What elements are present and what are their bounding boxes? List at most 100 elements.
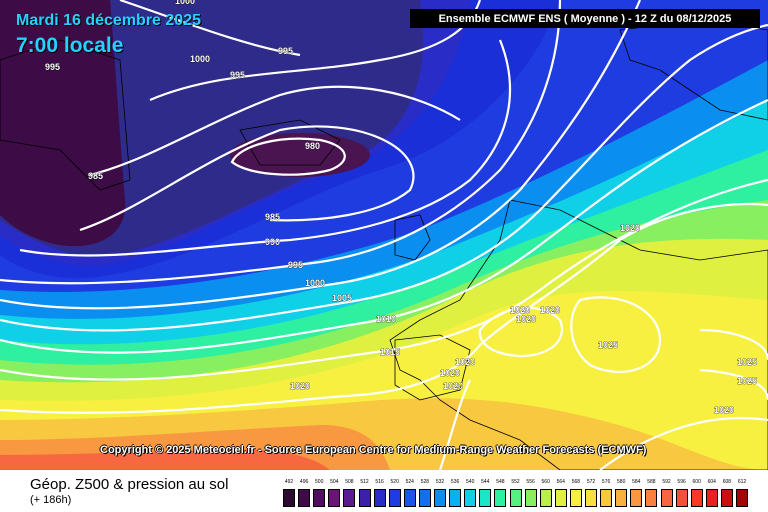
isobar-label: 1000 — [305, 278, 325, 288]
legend-swatch — [660, 489, 673, 507]
legend-label: 592 — [662, 479, 671, 485]
legend-label: 596 — [677, 479, 686, 485]
band-500 — [0, 0, 126, 247]
legend-swatch — [313, 489, 326, 507]
legend-label: 548 — [496, 479, 505, 485]
isobar-label: 1025 — [598, 340, 618, 350]
legend-swatch — [675, 489, 688, 507]
footer-bar: Géop. Z500 & pression au sol (+ 186h) 49… — [0, 470, 768, 512]
map-title: Géop. Z500 & pression au sol — [30, 476, 229, 493]
legend-swatch — [343, 489, 356, 507]
isobar-label: 1015 — [380, 347, 400, 357]
legend-label: 572 — [586, 479, 596, 485]
isobar-1020-med — [438, 379, 471, 470]
legend-swatch — [645, 489, 658, 507]
isobar-label: 995 — [230, 70, 245, 80]
isobar-990 — [19, 39, 512, 257]
legend-label: 556 — [526, 479, 535, 485]
legend-swatch — [585, 489, 597, 507]
legend-swatch — [690, 489, 703, 507]
isobar-label: 1020 — [443, 381, 463, 391]
legend-label: 508 — [345, 479, 354, 485]
isobar-labels: 1000 995 995 1000 995 980 985 985 990 99… — [45, 0, 758, 415]
legend-label: 524 — [405, 479, 414, 485]
isobar-1010 — [0, 99, 768, 354]
british-isles-coast — [394, 214, 431, 261]
legend-label: 576 — [601, 479, 611, 485]
isobar-label: 1025 — [737, 357, 757, 367]
legend-label: 588 — [647, 479, 656, 485]
isobar-995 — [0, 0, 562, 285]
weather-map: 1000 995 995 1000 995 980 985 985 990 99… — [0, 0, 768, 470]
legend-label: 544 — [481, 479, 490, 485]
isobar-label: 1020 — [290, 381, 310, 391]
legend-swatch — [388, 489, 401, 507]
legend-swatch — [358, 489, 371, 507]
legend-swatch — [328, 489, 341, 507]
legend-swatch — [569, 489, 582, 507]
legend-label: 584 — [632, 479, 641, 485]
legend-label: 580 — [617, 479, 626, 485]
legend-swatch — [720, 489, 733, 507]
isobar-label: 980 — [305, 141, 320, 151]
legend-swatch — [434, 489, 446, 507]
copyright-notice: Copyright © 2025 Meteociel.fr - Source E… — [100, 444, 647, 456]
legend-label: 532 — [435, 479, 445, 485]
isobar-label: 1020 — [620, 223, 640, 233]
isobar-label: 1020 — [714, 405, 734, 415]
legend-swatch — [554, 489, 567, 507]
isobar-1000 — [0, 0, 642, 310]
isobar-label: 1000 — [190, 54, 210, 64]
legend-swatch — [736, 489, 748, 507]
band-592 — [0, 450, 330, 470]
legend-swatch — [494, 489, 507, 507]
model-run-banner: Ensemble ECMWF ENS ( Moyenne ) - 12 Z du… — [410, 9, 760, 28]
legend-swatch — [630, 489, 643, 507]
legend-swatch — [283, 489, 295, 507]
greenland-coast — [0, 39, 131, 191]
isobar-995-n — [149, 0, 482, 102]
legend-label: 552 — [511, 479, 520, 485]
iberia-coast — [394, 334, 471, 401]
legend-swatch — [539, 489, 552, 507]
color-legend: 492 496 500 504 508 512 516 520 524 528 532 536 540 5… — [283, 477, 751, 509]
legend-label: 504 — [330, 479, 339, 485]
legend-swatch — [479, 489, 492, 507]
legend-label: 608 — [722, 479, 732, 485]
isobars — [0, 0, 768, 470]
isobar-label: 995 — [278, 46, 293, 56]
legend-label: 604 — [707, 479, 716, 485]
legend-swatch — [600, 489, 613, 507]
isobar-label: 995 — [288, 260, 303, 270]
legend-label: 500 — [315, 479, 324, 485]
legend-swatch — [615, 489, 628, 507]
legend-label: 528 — [420, 479, 430, 485]
isobar-1005 — [0, 23, 768, 332]
legend-swatch — [524, 489, 537, 507]
isobar-1025-e2 — [699, 368, 768, 401]
isobar-label: 1020 — [540, 305, 560, 315]
isobar-label: 1020 — [455, 357, 475, 367]
isobar-995-loop — [89, 85, 461, 177]
geopotential-field: 1000 995 995 1000 995 980 985 985 990 99… — [0, 0, 768, 470]
isobar-label: 995 — [45, 62, 60, 72]
legend-swatch — [509, 489, 522, 507]
isobar-1020 — [0, 202, 768, 414]
legend-swatch — [403, 489, 416, 507]
isobar-980 — [230, 137, 346, 176]
legend-label: 568 — [571, 479, 581, 485]
legend-label: 520 — [390, 479, 399, 485]
legend-label: 564 — [556, 479, 565, 485]
legend-label: 492 — [284, 479, 294, 485]
isobar-label: 990 — [265, 237, 280, 247]
forecast-date: Mardi 16 décembre 2025 — [16, 12, 201, 29]
legend-label: 536 — [450, 479, 460, 485]
forecast-range: (+ 186h) — [30, 494, 72, 506]
legend-label: 496 — [299, 479, 309, 485]
isobar-1025-balkan — [570, 296, 662, 373]
iceland-coast — [239, 119, 341, 166]
isobar-label: 1010 — [376, 314, 396, 324]
legend-label: 612 — [737, 479, 747, 485]
isobar-1025-e1 — [699, 328, 768, 361]
isobar-label: 985 — [265, 212, 280, 222]
